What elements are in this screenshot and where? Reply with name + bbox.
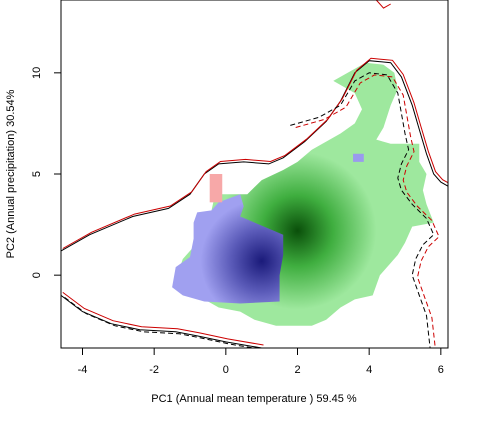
environment-contour-red-dashed <box>295 74 440 348</box>
x-tick-label: 0 <box>223 364 229 376</box>
y-axis-label: PC2 (Annual precipitation) 30.54% <box>5 89 17 258</box>
x-tick-label: 2 <box>294 364 300 376</box>
x-axis-label: PC1 (Annual mean temperature ) 59.45 % <box>151 393 357 405</box>
x-tick-label: 6 <box>438 364 444 376</box>
species1-density-region <box>172 194 284 304</box>
environment-contour-dashed <box>290 72 435 348</box>
y-tick-label: 5 <box>31 171 43 177</box>
x-axis: -4 -2 0 2 4 6 <box>78 347 444 376</box>
x-tick-label: -4 <box>78 364 88 376</box>
environment-contour-top <box>375 0 391 9</box>
x-tick-label: -2 <box>149 364 159 376</box>
species1-speck <box>353 153 364 162</box>
y-tick-label: 0 <box>31 272 43 278</box>
environment-contour-bottom-red <box>62 291 264 346</box>
y-tick-label: 10 <box>31 67 43 79</box>
environment-contour-black <box>61 60 448 252</box>
x-tick-label: 4 <box>366 364 372 376</box>
species2-only-patch <box>209 174 223 203</box>
environment-contour-bottom-dashed <box>64 297 257 348</box>
environment-contour-red <box>62 57 448 249</box>
y-axis: 0 5 10 <box>31 67 62 278</box>
plot-area <box>61 0 448 348</box>
